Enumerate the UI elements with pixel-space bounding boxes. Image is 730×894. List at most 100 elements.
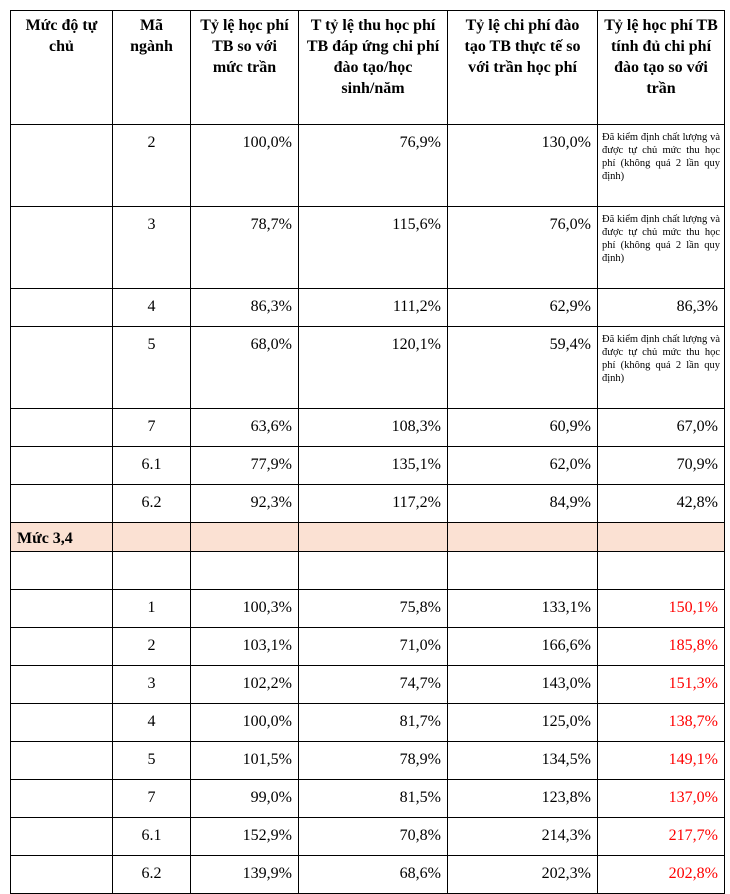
cell [10, 703, 113, 742]
code-cell: 6.2 [112, 484, 191, 523]
value-cell: 143,0% [447, 665, 598, 704]
data-row: 5 101,5% 78,9% 134,5% 149,1% [10, 741, 725, 780]
cell [10, 408, 113, 447]
value-cell: 103,1% [190, 627, 299, 666]
data-row: 4 100,0% 81,7% 125,0% 138,7% [10, 703, 725, 742]
value-cell: 70,9% [597, 446, 725, 485]
value-cell: 99,0% [190, 779, 299, 818]
value-cell: 117,2% [298, 484, 448, 523]
value-cell: 130,0% [447, 124, 598, 207]
data-row: 1 100,3% 75,8% 133,1% 150,1% [10, 589, 725, 628]
header-cell: Tỷ lệ học phí TB so với mức trần [190, 10, 299, 125]
cell [10, 741, 113, 780]
cell [10, 817, 113, 856]
value-cell: 100,3% [190, 589, 299, 628]
data-row: 3 78,7% 115,6% 76,0% Đã kiểm định chất lượng… [10, 206, 725, 289]
value-cell: 62,9% [447, 288, 598, 327]
value-cell: 120,1% [298, 326, 448, 409]
value-cell: 185,8% [597, 627, 725, 666]
code-cell: 5 [112, 741, 191, 780]
level-label: Mức 3,4 [10, 522, 113, 552]
code-cell: 5 [112, 326, 191, 409]
value-cell: 150,1% [597, 589, 725, 628]
value-cell: 108,3% [298, 408, 448, 447]
level-row: Mức 3,4 [10, 522, 725, 552]
value-cell: 152,9% [190, 817, 299, 856]
cell [112, 522, 191, 552]
code-cell: 4 [112, 703, 191, 742]
value-cell: 70,8% [298, 817, 448, 856]
value-cell: 75,8% [298, 589, 448, 628]
value-cell: 62,0% [447, 446, 598, 485]
value-cell: 86,3% [597, 288, 725, 327]
tuition-table: Mức độ tự chủ Mã ngành Tỷ lệ học phí TB so… [10, 10, 725, 894]
value-cell: 100,0% [190, 124, 299, 207]
value-cell: 135,1% [298, 446, 448, 485]
value-cell [190, 551, 299, 590]
cell [10, 446, 113, 485]
value-cell: 77,9% [190, 446, 299, 485]
cell [10, 326, 113, 409]
value-cell: 100,0% [190, 703, 299, 742]
value-cell: 68,6% [298, 855, 448, 894]
cell [10, 627, 113, 666]
value-cell: 86,3% [190, 288, 299, 327]
data-row: 5 68,0% 120,1% 59,4% Đã kiểm định chất lượng… [10, 326, 725, 409]
header-cell: Mức độ tự chủ [10, 10, 113, 125]
value-cell: 74,7% [298, 665, 448, 704]
cell [597, 522, 725, 552]
value-cell: 78,9% [298, 741, 448, 780]
code-cell: 2 [112, 627, 191, 666]
value-cell: 84,9% [447, 484, 598, 523]
value-cell: 102,2% [190, 665, 299, 704]
data-row: 6.1 77,9% 135,1% 62,0% 70,9% [10, 446, 725, 485]
value-cell [298, 551, 448, 590]
code-cell: 6.1 [112, 446, 191, 485]
data-row: 4 86,3% 111,2% 62,9% 86,3% [10, 288, 725, 327]
cell [10, 206, 113, 289]
cell [10, 551, 113, 590]
data-row: 7 99,0% 81,5% 123,8% 137,0% [10, 779, 725, 818]
value-cell: 68,0% [190, 326, 299, 409]
value-cell: 92,3% [190, 484, 299, 523]
value-cell: Đã kiểm định chất lượng và được tự chủ m… [597, 206, 725, 289]
value-cell: 134,5% [447, 741, 598, 780]
code-cell: 3 [112, 206, 191, 289]
code-cell: 3 [112, 665, 191, 704]
value-cell: 166,6% [447, 627, 598, 666]
cell [298, 522, 448, 552]
page: {"header": ["Mức độ tự chủ", "Mã ngành",… [10, 10, 725, 894]
data-row: 6.2 139,9% 68,6% 202,3% 202,8% [10, 855, 725, 894]
value-cell: 137,0% [597, 779, 725, 818]
data-row: 6.1 152,9% 70,8% 214,3% 217,7% [10, 817, 725, 856]
cell [10, 484, 113, 523]
value-cell: 76,9% [298, 124, 448, 207]
code-cell: 2 [112, 124, 191, 207]
code-cell: 1 [112, 589, 191, 628]
data-row: 7 63,6% 108,3% 60,9% 67,0% [10, 408, 725, 447]
cell [10, 855, 113, 894]
value-cell: 139,9% [190, 855, 299, 894]
value-cell: 149,1% [597, 741, 725, 780]
code-cell [112, 551, 191, 590]
value-cell: 59,4% [447, 326, 598, 409]
header-cell: Tỷ lệ chi phí đào tạo TB thực tế so với … [447, 10, 598, 125]
value-cell: 138,7% [597, 703, 725, 742]
code-cell: 6.2 [112, 855, 191, 894]
code-cell: 6.1 [112, 817, 191, 856]
header-cell: T tỷ lệ thu học phí TB đáp ứng chi phí đ… [298, 10, 448, 125]
data-row: 6.2 92,3% 117,2% 84,9% 42,8% [10, 484, 725, 523]
cell [447, 522, 598, 552]
header-cell: Tỷ lệ học phí TB tính đủ chi phí đào tạo… [597, 10, 725, 125]
data-row: 2 100,0% 76,9% 130,0% Đã kiểm định chất lượn… [10, 124, 725, 207]
value-cell: 71,0% [298, 627, 448, 666]
data-row: 2 103,1% 71,0% 166,6% 185,8% [10, 627, 725, 666]
value-cell: 217,7% [597, 817, 725, 856]
value-cell: 42,8% [597, 484, 725, 523]
cell [190, 522, 299, 552]
value-cell: 60,9% [447, 408, 598, 447]
header-row: Mức độ tự chủ Mã ngành Tỷ lệ học phí TB so… [10, 10, 725, 125]
header-cell: Mã ngành [112, 10, 191, 125]
cell [10, 288, 113, 327]
cell [10, 589, 113, 628]
